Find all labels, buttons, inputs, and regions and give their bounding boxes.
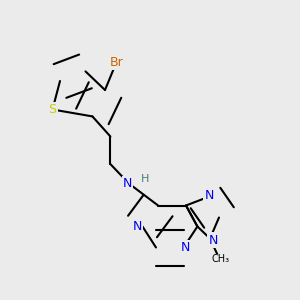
Text: H: H bbox=[141, 174, 150, 184]
Text: N: N bbox=[132, 220, 142, 233]
Text: N: N bbox=[204, 189, 214, 202]
Text: CH₃: CH₃ bbox=[212, 254, 230, 265]
Text: N: N bbox=[123, 177, 132, 190]
Text: N: N bbox=[208, 233, 218, 247]
Text: S: S bbox=[49, 103, 56, 116]
Text: N: N bbox=[180, 241, 190, 254]
Text: Br: Br bbox=[110, 56, 124, 69]
